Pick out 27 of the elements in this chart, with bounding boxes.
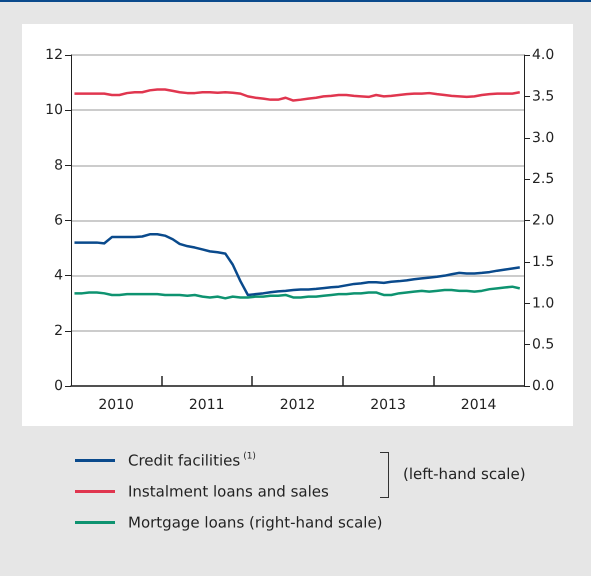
line-series xyxy=(73,233,522,296)
y-tick-label: 4 xyxy=(54,268,64,284)
y-tick-label: 10 xyxy=(45,102,63,118)
y2-tick-label: 0.5 xyxy=(532,336,554,353)
y-tick-label: 8 xyxy=(54,157,63,174)
y-tick-label: 6 xyxy=(54,212,64,228)
y2-tick-label: 3.5 xyxy=(532,88,554,104)
y2-tick-label: 3.0 xyxy=(532,130,554,146)
y2-tick-label: 4.0 xyxy=(532,47,554,63)
x-tick-label: 2012 xyxy=(280,397,316,413)
y-tick-label: 0 xyxy=(54,378,63,394)
legend-label: Instalment loans and sales xyxy=(128,482,329,500)
y-tick-label: 12 xyxy=(45,47,63,63)
text: (left-hand scale) xyxy=(403,465,526,483)
legend-label: Mortgage loans (right-hand scale) xyxy=(128,514,383,532)
line-series xyxy=(73,88,522,102)
y2-tick-label: 0.0 xyxy=(532,378,554,394)
y2-tick-label: 2.5 xyxy=(532,171,554,188)
y-tick-label: 2 xyxy=(54,322,63,339)
y2-tick-label: 2.0 xyxy=(532,212,554,228)
x-tick-label: 2011 xyxy=(188,397,225,413)
y2-tick-label: 1.5 xyxy=(532,254,554,270)
y2-tick-label: 1.0 xyxy=(532,295,554,312)
x-tick-label: 2014 xyxy=(460,397,496,413)
x-tick-label: 2010 xyxy=(98,397,134,413)
line-series xyxy=(73,285,522,300)
x-tick-label: 2013 xyxy=(370,397,406,413)
